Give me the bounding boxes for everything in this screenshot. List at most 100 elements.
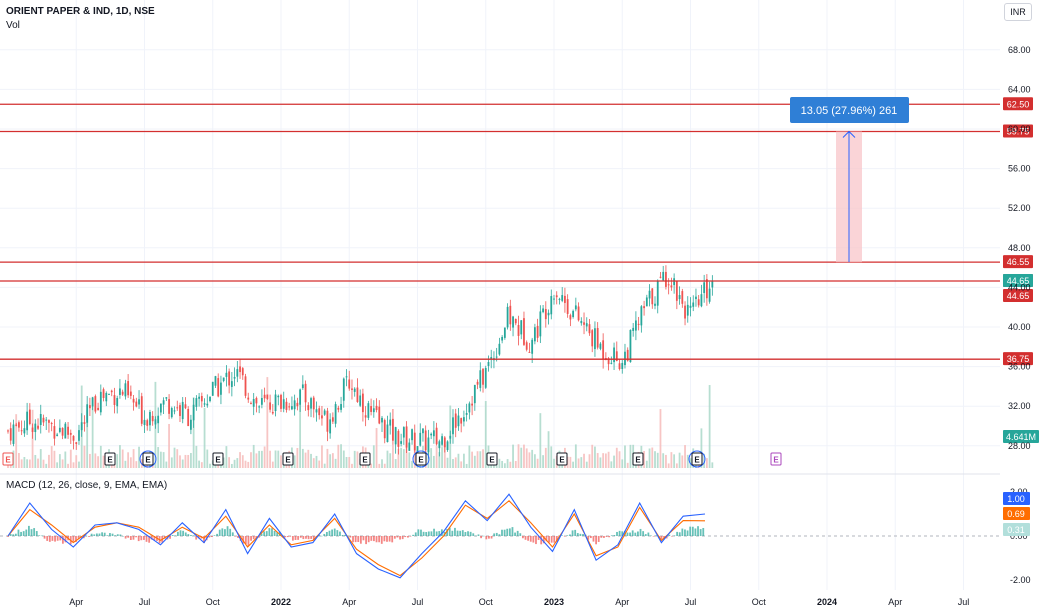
candle[interactable]	[356, 387, 359, 402]
candle[interactable]	[370, 406, 372, 412]
candle[interactable]	[703, 282, 706, 293]
candle[interactable]	[331, 417, 334, 422]
candle[interactable]	[233, 377, 236, 379]
candle[interactable]	[463, 417, 465, 422]
candle[interactable]	[659, 276, 662, 278]
candle[interactable]	[574, 305, 577, 310]
candle[interactable]	[263, 394, 266, 399]
earnings-marker[interactable]	[691, 452, 703, 466]
candle[interactable]	[577, 306, 580, 321]
candle[interactable]	[564, 295, 566, 303]
candle[interactable]	[58, 427, 61, 432]
candle[interactable]	[533, 327, 536, 342]
candle[interactable]	[258, 406, 261, 408]
candle[interactable]	[23, 428, 26, 434]
candle[interactable]	[50, 423, 53, 425]
candle[interactable]	[34, 423, 37, 433]
candle[interactable]	[304, 383, 307, 403]
candle[interactable]	[473, 384, 476, 404]
candle[interactable]	[452, 417, 454, 435]
candle[interactable]	[588, 324, 591, 334]
candle[interactable]	[72, 435, 75, 441]
candle[interactable]	[318, 408, 321, 416]
candle[interactable]	[271, 411, 274, 414]
candle[interactable]	[225, 372, 228, 377]
candle[interactable]	[97, 407, 99, 411]
candle[interactable]	[165, 397, 168, 399]
candle[interactable]	[340, 404, 342, 410]
candle[interactable]	[454, 413, 457, 428]
candle[interactable]	[629, 329, 632, 363]
candle[interactable]	[129, 391, 132, 396]
candle[interactable]	[531, 339, 534, 354]
candle[interactable]	[665, 271, 667, 287]
candle[interactable]	[75, 442, 78, 444]
candle[interactable]	[329, 419, 332, 434]
candle[interactable]	[230, 381, 233, 387]
candle[interactable]	[334, 404, 337, 424]
earnings-marker[interactable]	[212, 452, 224, 466]
candle[interactable]	[170, 408, 173, 418]
candle[interactable]	[643, 306, 645, 309]
candle[interactable]	[465, 413, 468, 415]
candle[interactable]	[424, 430, 427, 451]
candle[interactable]	[67, 426, 69, 435]
candle[interactable]	[539, 311, 542, 337]
candle[interactable]	[558, 298, 561, 300]
candle[interactable]	[651, 288, 654, 305]
candle[interactable]	[637, 323, 640, 325]
candle[interactable]	[490, 357, 493, 359]
candle[interactable]	[91, 397, 94, 407]
candle[interactable]	[678, 295, 681, 300]
candle[interactable]	[711, 281, 714, 288]
candle[interactable]	[209, 396, 211, 402]
candle[interactable]	[301, 384, 304, 389]
candle[interactable]	[621, 362, 624, 369]
candle[interactable]	[121, 391, 124, 395]
candle[interactable]	[345, 376, 348, 378]
candle[interactable]	[553, 298, 555, 300]
candle[interactable]	[528, 351, 531, 353]
candle[interactable]	[69, 432, 72, 435]
earnings-marker[interactable]	[556, 452, 568, 466]
candle[interactable]	[479, 370, 482, 388]
candle[interactable]	[89, 405, 91, 409]
measure-label-box[interactable]	[790, 97, 909, 123]
candle[interactable]	[438, 441, 441, 449]
candle[interactable]	[206, 403, 209, 406]
candle[interactable]	[525, 342, 528, 350]
candle[interactable]	[362, 393, 364, 413]
candle[interactable]	[572, 310, 575, 318]
candle[interactable]	[446, 441, 449, 450]
candle[interactable]	[217, 378, 220, 397]
symbol-title[interactable]: ORIENT PAPER & IND, 1D, NSE	[6, 6, 155, 17]
candle[interactable]	[460, 418, 463, 424]
candle[interactable]	[250, 402, 252, 404]
candle[interactable]	[83, 422, 86, 424]
candle[interactable]	[20, 430, 23, 432]
candle[interactable]	[692, 302, 695, 307]
candle[interactable]	[400, 441, 403, 444]
candle[interactable]	[132, 398, 135, 403]
candle[interactable]	[700, 294, 703, 307]
candle[interactable]	[110, 390, 113, 393]
candle[interactable]	[422, 428, 424, 434]
candle[interactable]	[566, 299, 569, 314]
candle[interactable]	[211, 381, 214, 396]
candle[interactable]	[542, 308, 544, 313]
candle[interactable]	[626, 349, 629, 361]
candle[interactable]	[441, 436, 443, 445]
candle[interactable]	[53, 426, 56, 439]
candle[interactable]	[312, 397, 315, 410]
candle[interactable]	[80, 422, 83, 431]
candle[interactable]	[624, 351, 626, 366]
candle[interactable]	[583, 322, 585, 325]
candle[interactable]	[430, 433, 433, 436]
candle[interactable]	[670, 285, 673, 288]
candle[interactable]	[143, 419, 146, 425]
earnings-marker[interactable]	[415, 452, 427, 466]
candle[interactable]	[200, 396, 203, 402]
candle[interactable]	[457, 415, 460, 427]
candle[interactable]	[61, 427, 64, 436]
